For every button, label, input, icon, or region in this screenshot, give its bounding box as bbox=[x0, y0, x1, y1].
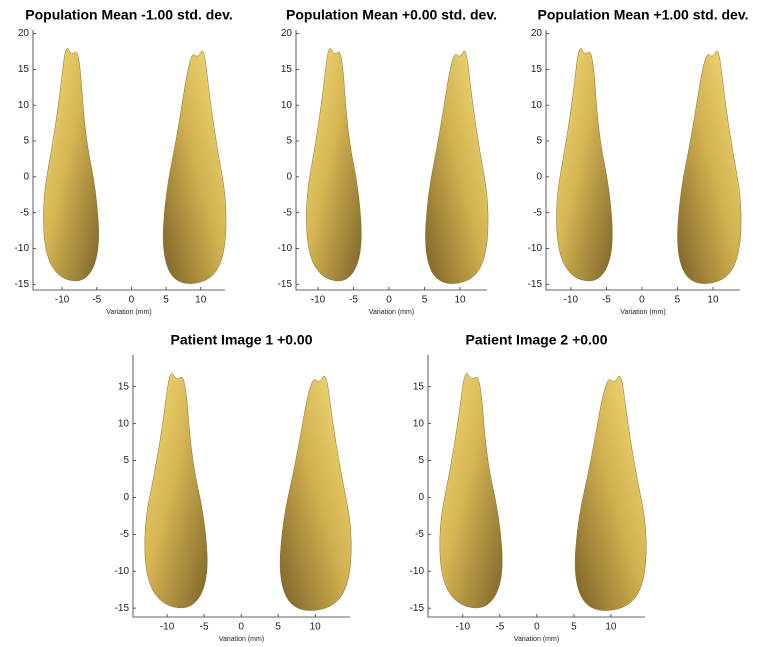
panel-title: Population Mean -1.00 std. dev. bbox=[25, 7, 232, 23]
y-tick-label: 20 bbox=[531, 28, 543, 39]
panel-title: Patient Image 1 +0.00 bbox=[170, 332, 312, 348]
y-tick-label: 10 bbox=[413, 418, 425, 429]
y-tick-label: -5 bbox=[533, 207, 542, 218]
x-tick-label: 5 bbox=[571, 622, 577, 633]
x-tick-label: 0 bbox=[129, 295, 135, 306]
y-tick-label: -5 bbox=[415, 529, 424, 540]
y-tick-label: -10 bbox=[528, 243, 543, 254]
y-tick-label: -5 bbox=[283, 207, 292, 218]
y-tick-label: -15 bbox=[528, 279, 543, 290]
panel-title: Population Mean +1.00 std. dev. bbox=[538, 7, 749, 23]
x-tick-label: 0 bbox=[386, 295, 392, 306]
x-tick-label: 10 bbox=[195, 295, 207, 306]
x-tick-label: 5 bbox=[275, 622, 281, 633]
y-tick-label: 20 bbox=[18, 28, 30, 39]
x-tick-label: 5 bbox=[422, 295, 428, 306]
right-structure bbox=[163, 51, 226, 284]
x-tick-label: -5 bbox=[92, 295, 101, 306]
x-tick-label: -5 bbox=[495, 622, 504, 633]
y-tick-label: 15 bbox=[413, 381, 425, 392]
right-structure bbox=[575, 376, 646, 611]
y-tick-label: 0 bbox=[418, 492, 424, 503]
y-tick-label: 5 bbox=[418, 455, 424, 466]
left-structure bbox=[145, 373, 208, 608]
y-tick-label: 0 bbox=[536, 171, 542, 182]
x-tick-label: 0 bbox=[639, 295, 645, 306]
panel: Population Mean +1.00 std. dev. -15 -10 -5 0… bbox=[528, 7, 749, 316]
y-tick-label: -15 bbox=[15, 279, 30, 290]
y-tick-label: 5 bbox=[536, 136, 542, 147]
y-tick-label: -10 bbox=[410, 566, 425, 577]
x-tick-label: 0 bbox=[238, 622, 244, 633]
x-tick-label: 5 bbox=[675, 295, 681, 306]
x-tick-label: 10 bbox=[605, 622, 617, 633]
panel: Patient Image 1 +0.00 -15 -10 -5 0 5 10 15 -10 -5… bbox=[115, 332, 352, 643]
x-tick-label: 10 bbox=[707, 295, 719, 306]
left-structure bbox=[440, 373, 503, 608]
y-tick-label: -10 bbox=[115, 566, 130, 577]
x-axis-label: Variation (mm) bbox=[369, 309, 414, 316]
y-tick-label: -15 bbox=[115, 603, 130, 614]
x-tick-label: -10 bbox=[456, 622, 471, 633]
figure: Population Mean -1.00 std. dev. -15 -10 -5 0… bbox=[0, 0, 757, 647]
y-tick-label: -5 bbox=[120, 529, 129, 540]
right-structure bbox=[677, 51, 741, 284]
x-tick-label: 0 bbox=[534, 622, 540, 633]
y-tick-label: 5 bbox=[123, 455, 129, 466]
x-axis-label: Variation (mm) bbox=[514, 636, 559, 643]
x-axis-label: Variation (mm) bbox=[219, 636, 264, 643]
x-tick-label: 10 bbox=[454, 295, 466, 306]
left-structure bbox=[306, 48, 361, 281]
y-tick-label: -5 bbox=[20, 207, 29, 218]
y-tick-label: -10 bbox=[278, 243, 293, 254]
x-tick-label: -10 bbox=[311, 295, 326, 306]
panel: Population Mean -1.00 std. dev. -15 -10 -5 0… bbox=[15, 7, 233, 316]
y-tick-label: 10 bbox=[118, 418, 130, 429]
y-tick-label: 15 bbox=[118, 381, 130, 392]
y-tick-label: 20 bbox=[281, 28, 293, 39]
y-tick-label: 15 bbox=[281, 64, 293, 75]
y-tick-label: -15 bbox=[278, 279, 293, 290]
x-tick-label: -10 bbox=[160, 622, 175, 633]
y-tick-label: 0 bbox=[123, 492, 129, 503]
x-tick-label: -5 bbox=[349, 295, 358, 306]
x-axis-label: Variation (mm) bbox=[620, 309, 665, 316]
panel: Population Mean +0.00 std. dev. -15 -10 -5 0… bbox=[278, 7, 497, 316]
x-tick-label: -5 bbox=[602, 295, 611, 306]
x-axis-label: Variation (mm) bbox=[106, 309, 151, 316]
panel-title: Population Mean +0.00 std. dev. bbox=[286, 7, 497, 23]
left-structure bbox=[557, 48, 613, 281]
y-tick-label: -10 bbox=[15, 243, 30, 254]
x-tick-label: -10 bbox=[564, 295, 579, 306]
left-structure bbox=[43, 48, 98, 281]
y-tick-label: 15 bbox=[18, 64, 30, 75]
y-tick-label: 10 bbox=[531, 100, 543, 111]
y-tick-label: 5 bbox=[286, 136, 292, 147]
x-tick-label: -10 bbox=[55, 295, 70, 306]
x-tick-label: 10 bbox=[310, 622, 322, 633]
right-structure bbox=[280, 376, 351, 611]
y-tick-label: 10 bbox=[18, 100, 30, 111]
y-tick-label: 10 bbox=[281, 100, 293, 111]
y-tick-label: 0 bbox=[286, 171, 292, 182]
y-tick-label: 15 bbox=[531, 64, 543, 75]
x-tick-label: -5 bbox=[200, 622, 209, 633]
panel-title: Patient Image 2 +0.00 bbox=[465, 332, 607, 348]
y-tick-label: 0 bbox=[23, 171, 29, 182]
x-tick-label: 5 bbox=[163, 295, 169, 306]
y-tick-label: 5 bbox=[23, 136, 29, 147]
y-tick-label: -15 bbox=[410, 603, 425, 614]
panel: Patient Image 2 +0.00 -15 -10 -5 0 5 10 15 -10 -5… bbox=[410, 332, 647, 643]
right-structure bbox=[425, 51, 488, 284]
